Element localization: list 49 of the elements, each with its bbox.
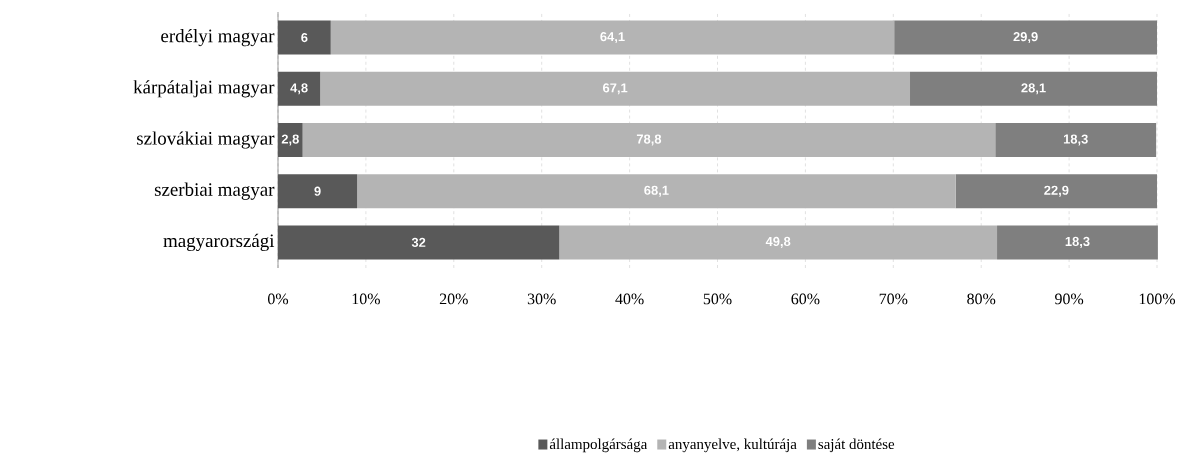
bar <box>278 20 331 55</box>
x-tick-label: 0% <box>267 293 289 305</box>
x-tick-label: 30% <box>527 293 556 305</box>
bar <box>278 123 303 157</box>
data-label: 9 <box>314 186 321 196</box>
x-tick-label: 70% <box>879 293 908 305</box>
data-label: 28,1 <box>1021 83 1046 95</box>
y-tick-label: kárpátaljai magyar <box>133 80 275 98</box>
x-tick-label: 50% <box>703 293 732 305</box>
data-label: 68,1 <box>644 185 669 197</box>
bar <box>302 123 996 157</box>
y-tick-label: szerbiai magyar <box>154 182 275 200</box>
x-tick-label: 80% <box>967 293 996 305</box>
data-label: 4,8 <box>290 83 308 95</box>
bar <box>278 174 358 209</box>
x-tick-label: 60% <box>791 293 820 305</box>
data-label: 22,9 <box>1044 185 1069 197</box>
data-label: 18,3 <box>1063 134 1088 146</box>
data-label: 18,3 <box>1065 236 1090 248</box>
bar <box>997 225 1158 260</box>
y-tick-label: erdélyi magyar <box>161 28 275 47</box>
bar <box>910 71 1158 106</box>
data-label: 78,8 <box>636 134 662 146</box>
legend-label: állampolgársága <box>549 438 648 453</box>
bar <box>995 123 1157 157</box>
x-tick-label: 100% <box>1139 293 1176 305</box>
y-tick-label: magyarországi <box>163 233 275 252</box>
x-tick-label: 10% <box>352 293 380 305</box>
data-label: 49,8 <box>765 236 791 248</box>
data-label: 67,1 <box>602 83 628 95</box>
legend-label: anyanyelve, kultúrája <box>668 438 797 453</box>
legend-label: saját döntése <box>818 438 895 453</box>
bar <box>955 174 1158 209</box>
bar <box>357 174 956 209</box>
bar <box>278 71 321 106</box>
x-tick-label: 20% <box>439 293 468 305</box>
x-tick-label: 40% <box>615 293 644 305</box>
data-label: 2,8 <box>281 134 299 146</box>
data-label: 6 <box>301 33 308 43</box>
data-label: 29,9 <box>1013 32 1038 44</box>
bar <box>330 20 895 55</box>
y-tick-label: szlovákiai magyar <box>137 131 275 149</box>
bar <box>278 225 560 260</box>
bar <box>559 225 998 260</box>
data-label: 32 <box>411 237 426 247</box>
data-label: 64,1 <box>600 32 625 44</box>
bar <box>894 20 1158 55</box>
x-tick-label: 90% <box>1055 293 1084 305</box>
bar <box>320 71 911 106</box>
